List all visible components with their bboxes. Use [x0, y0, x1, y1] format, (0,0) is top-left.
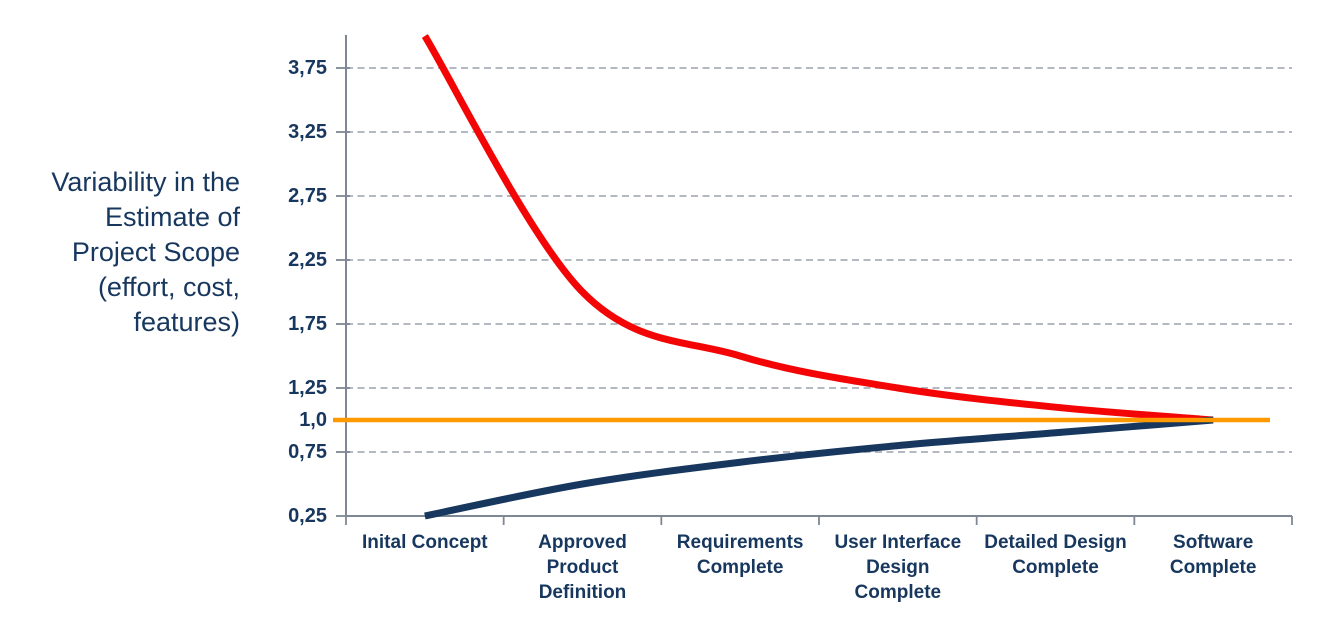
x-category-label: Inital Concept [362, 532, 488, 553]
y-tick-label: 1,75 [288, 313, 327, 335]
series-upper-variability-bound [421, 34, 1214, 424]
x-category-label: Approved Product Definition [538, 532, 627, 603]
y-tick-label: 3,25 [288, 121, 327, 143]
x-category-label: Detailed Design Complete [984, 532, 1127, 578]
x-category-label: Requirements Complete [676, 532, 804, 578]
y-tick-label: 2,25 [288, 249, 327, 271]
y-axis-title: Variability in the Estimate of Project S… [51, 167, 240, 337]
y-tick-label: 1,25 [288, 377, 327, 399]
y-tick-label: 0,75 [288, 441, 327, 463]
y-tick-label: 0,25 [288, 505, 327, 527]
series-lower-variability-bound [424, 416, 1214, 520]
y-tick-label: 1,0 [299, 409, 327, 431]
y-tick-label: 3,75 [288, 57, 327, 79]
x-category-label: Software Complete [1169, 532, 1257, 578]
y-tick-label: 2,75 [288, 185, 327, 207]
x-category-label: User Interface Design Complete [834, 532, 962, 603]
